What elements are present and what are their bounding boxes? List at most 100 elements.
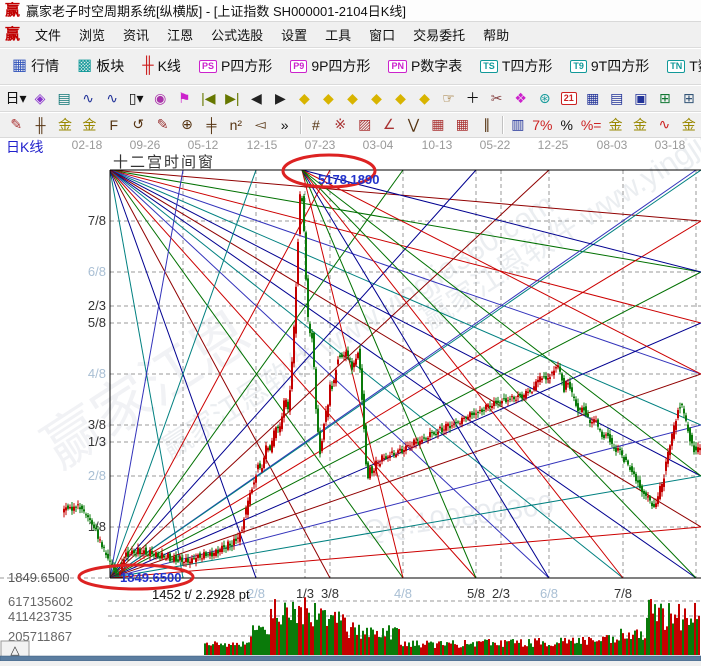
print-icon[interactable]: ⊞ (683, 89, 695, 106)
diamond-right-icon[interactable]: ◆ (323, 89, 334, 106)
brain-icon[interactable]: ⊛ (538, 89, 551, 106)
menu-item-10[interactable]: 帮助 (483, 28, 510, 43)
diamond-up-icon[interactable]: ◆ (347, 89, 358, 106)
chips-icon[interactable]: ◉ (154, 89, 167, 106)
toolbar-separator (299, 115, 301, 134)
scale-icon[interactable]: ▥ (511, 116, 525, 132)
quotes-button-icon: ▦ (12, 57, 28, 74)
ruler-grid-icon[interactable]: ╪ (206, 116, 217, 133)
next-icon[interactable]: ▶ (274, 89, 286, 106)
chart-area[interactable]: 赢家江恩 赢家江恩软件 www.yingjia360.com 赢家江恩软件 www.… (0, 58, 701, 662)
time-fraction-label: 7/8 (614, 586, 632, 601)
angle-lines-icon[interactable]: ∠ (382, 116, 396, 132)
menu-item-2[interactable]: 浏览 (79, 28, 106, 43)
crosshair-icon[interactable]: ＋ (465, 90, 480, 106)
grid-red-icon[interactable]: ▦ (431, 116, 445, 132)
diamond-out-icon[interactable]: ◆ (419, 89, 430, 106)
ribbon-icon[interactable]: ❖ (514, 89, 527, 106)
date-tick-label: 02-18 (72, 138, 103, 152)
spiral-icon[interactable]: ↺ (132, 116, 145, 132)
menu-item-6[interactable]: 设置 (281, 28, 308, 43)
date-tick-label: 10-13 (422, 138, 453, 152)
pencil-icon[interactable]: ✎ (10, 116, 23, 132)
percent-line-icon[interactable]: %= (580, 116, 602, 133)
diamond-in-icon[interactable]: ◆ (395, 89, 406, 106)
time-fraction-label: 2/8 (247, 586, 265, 601)
kline-button[interactable]: ╫ K线 (134, 52, 189, 80)
save-icon[interactable]: ▣ (634, 89, 648, 106)
sectors-button-icon: ▩ (77, 57, 93, 74)
gold-circle-icon[interactable]: 金 (608, 116, 623, 133)
gold-grid-icon[interactable]: 金 (58, 116, 73, 133)
brush-icon[interactable]: ✎ (156, 116, 169, 132)
menu-item-9[interactable]: 交易委托 (413, 28, 466, 43)
9t-square-button[interactable]: T9 9T四方形 (562, 52, 657, 80)
calendar-icon[interactable]: 21 (557, 86, 581, 110)
prev-icon[interactable]: ◀ (250, 89, 262, 106)
p-square-button[interactable]: PS P四方形 (191, 52, 280, 80)
9p-square-button[interactable]: P9 9P四方形 (282, 52, 378, 80)
sectors-button-label: 板块 (96, 58, 125, 74)
toolbar-main: ▦ 行情 ▩ 板块 ╫ K线 PS P四方形 P9 9P四方形 PN P数字表 TS T四方形 T9 9T四方… (0, 48, 701, 85)
gold-grid2-icon[interactable]: 金 (82, 116, 97, 133)
last-bar-icon[interactable]: ▶| (225, 89, 240, 106)
hand-icon[interactable]: ☞ (442, 89, 455, 106)
sail-icon[interactable]: ◅ (254, 116, 266, 132)
t-square-button[interactable]: TS T四方形 (472, 52, 560, 80)
diamond-down-icon[interactable]: ◆ (371, 89, 382, 106)
9t-square-button-icon: T9 (570, 59, 587, 73)
low-axis-label: 1849.6500 (8, 570, 69, 585)
gold-line-icon[interactable]: 金 (632, 116, 647, 133)
menu-item-8[interactable]: 窗口 (369, 28, 396, 43)
quotes-button-label: 行情 (31, 58, 60, 74)
p-square-button-label: P四方形 (220, 58, 273, 74)
circle-grid-icon[interactable]: ⊕ (181, 116, 193, 132)
price-fraction-label: 7/8 (88, 213, 106, 228)
horizontal-scrollbar[interactable] (0, 655, 701, 662)
time-fraction-label: 4/8 (394, 586, 412, 601)
scissors-icon[interactable]: ✂ (490, 89, 503, 106)
remote-pc-icon[interactable]: ⊞ (658, 89, 671, 106)
period-select[interactable]: 日▾ (5, 90, 27, 106)
wave9-icon[interactable]: ∿ (106, 89, 118, 106)
gold3-icon[interactable]: 金 (681, 116, 696, 133)
menu-item-3[interactable]: 资讯 (123, 28, 150, 43)
paint-candle-icon[interactable]: ∿ (658, 116, 671, 132)
menu-item-4[interactable]: 江恩 (167, 28, 194, 43)
grid-red2-icon[interactable]: ▦ (455, 116, 469, 132)
net-icon[interactable]: ◈ (34, 89, 46, 106)
volume-scale-label: 205711867 (8, 629, 72, 644)
notes-icon[interactable]: ▤ (610, 89, 624, 106)
f-grid-icon[interactable]: F (109, 116, 119, 133)
percent7-icon[interactable]: 7% (532, 116, 553, 133)
wave3-icon[interactable]: ∿ (82, 89, 94, 106)
title-bar: 赢 赢家老子时空周期系统[纵横版] - [上证指数 SH000001-2104日… (0, 0, 701, 22)
rays-icon[interactable]: ※ (334, 116, 347, 132)
sectors-button[interactable]: ▩ 板块 (69, 52, 132, 80)
p-table-button[interactable]: PN P数字表 (380, 52, 470, 80)
flag-icon[interactable]: ⚑ (177, 89, 191, 106)
first-bar-icon[interactable]: |◀ (201, 89, 216, 106)
gann-box-icon[interactable]: # (311, 116, 320, 133)
more-tools-chevron[interactable]: » (280, 116, 289, 133)
toolbar-navigation: 日▾ ◈ ▤ ∿ ∿ ▯▾ ◉ ⚑ |◀ ▶| ◀ ▶ ◆ ◆ ◆ ◆ ◆ ◆ ☞ ＋ ✂ ❖ ⊛ 21 ▦ ▤ ▣ ⊞ ⊞ (0, 85, 701, 112)
parallel-icon[interactable]: ∥ (483, 116, 491, 132)
zigzag-icon[interactable]: ⋁ (407, 116, 420, 132)
percent-icon[interactable]: % (560, 116, 573, 133)
diamond-left-icon[interactable]: ◆ (299, 89, 310, 106)
menu-item-7[interactable]: 工具 (325, 28, 352, 43)
square-rays-icon[interactable]: ▨ (358, 116, 372, 132)
p-table-button-icon: PN (388, 59, 407, 73)
doc-icon[interactable]: ▤ (57, 89, 71, 106)
quotes-button[interactable]: ▦ 行情 (4, 52, 67, 80)
single-k-icon[interactable]: ▯▾ (128, 89, 144, 106)
low-annotation-ellipse (77, 563, 195, 591)
menu-item-1[interactable]: 文件 (35, 28, 62, 43)
t-table-button[interactable]: TNT数字表 (659, 52, 701, 80)
grid-icon[interactable]: ╫ (35, 116, 46, 133)
n2-grid-icon[interactable]: n² (229, 116, 243, 133)
calculator-icon[interactable]: ▦ (586, 89, 600, 106)
menu-item-5[interactable]: 公式选股 (211, 28, 264, 43)
window-title: 赢家老子时空周期系统[纵横版] - [上证指数 SH000001-2104日K线… (26, 4, 406, 19)
